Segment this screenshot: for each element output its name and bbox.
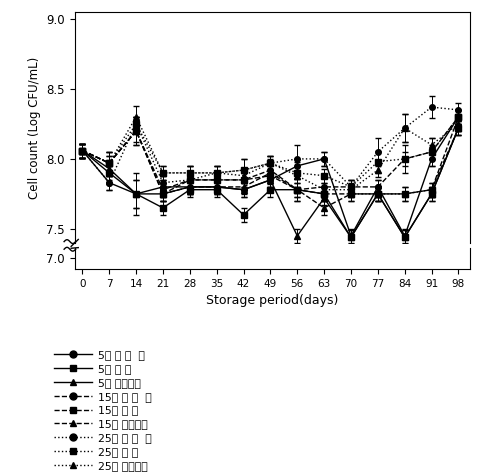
- Y-axis label: Cell count (Log CFU/mL): Cell count (Log CFU/mL): [28, 56, 41, 198]
- X-axis label: Storage period(days): Storage period(days): [206, 294, 338, 307]
- Legend: 5도 항 아  리, 5도 유 리, 5도 플라스틱, 15도 항 아  리, 15도 유 리, 15도 플라스틱, 25도 항 아  리, 25도 유 리, : 5도 항 아 리, 5도 유 리, 5도 플라스틱, 15도 항 아 리, 15…: [54, 350, 152, 471]
